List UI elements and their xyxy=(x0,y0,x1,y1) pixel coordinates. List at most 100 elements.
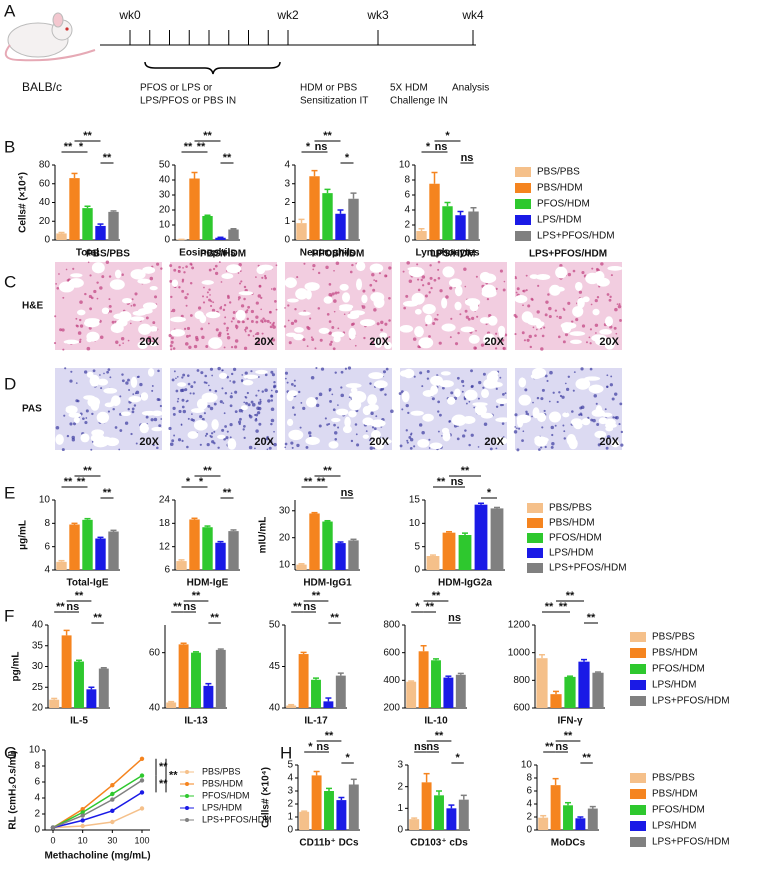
cell xyxy=(556,400,559,404)
cell xyxy=(211,374,214,377)
cell xyxy=(567,301,571,305)
y-tick-label: 40 xyxy=(39,197,51,208)
cell xyxy=(355,433,358,436)
bar xyxy=(324,791,334,830)
alveolus xyxy=(441,297,448,309)
cell xyxy=(250,320,254,323)
cell xyxy=(255,315,259,319)
cell xyxy=(388,336,391,339)
histology-image xyxy=(55,367,164,452)
cell xyxy=(267,399,271,403)
cell xyxy=(59,328,63,332)
cell xyxy=(91,412,94,416)
bar xyxy=(166,702,177,708)
cell xyxy=(543,326,546,329)
cell xyxy=(308,431,312,435)
legend-swatch xyxy=(630,805,646,815)
panel-letter: B xyxy=(4,137,15,156)
y-tick-label: 30 xyxy=(159,190,171,201)
cell xyxy=(207,404,211,408)
alveolus xyxy=(238,291,254,296)
legend-swatch xyxy=(527,518,543,528)
alveolus xyxy=(439,380,454,388)
cell xyxy=(470,369,473,373)
cell xyxy=(77,331,82,335)
sig-label: ** xyxy=(312,590,321,602)
sig-label: ** xyxy=(75,590,84,602)
cell xyxy=(541,426,544,429)
cell xyxy=(522,430,525,433)
alveolus xyxy=(318,327,330,334)
cell xyxy=(554,309,558,312)
cell xyxy=(211,308,216,313)
cell xyxy=(108,298,111,301)
cell xyxy=(554,424,557,427)
cell xyxy=(85,409,89,413)
cell xyxy=(223,346,226,349)
cell xyxy=(552,391,555,394)
cell xyxy=(563,437,566,440)
cell xyxy=(524,388,528,392)
sig-label: ns xyxy=(461,152,474,164)
cell xyxy=(243,285,247,289)
histology-image xyxy=(168,261,278,351)
cell xyxy=(514,426,517,428)
cell xyxy=(226,336,231,340)
cell xyxy=(516,448,520,452)
cell xyxy=(176,400,179,403)
cell xyxy=(221,369,224,372)
alveolus xyxy=(374,437,384,446)
cell xyxy=(127,339,130,342)
cell xyxy=(525,410,528,414)
y-tick-label: 10 xyxy=(279,559,291,570)
cell xyxy=(145,316,149,320)
x-axis-label: Lymphocytes xyxy=(415,248,480,259)
cell xyxy=(152,321,156,325)
cell xyxy=(331,292,335,296)
cell xyxy=(266,448,269,451)
cell xyxy=(240,304,245,308)
cell xyxy=(208,388,212,392)
cell xyxy=(243,297,246,301)
bar xyxy=(191,652,201,708)
line xyxy=(52,791,143,829)
bar xyxy=(336,800,347,830)
sig-label: ** xyxy=(323,465,332,477)
bar xyxy=(311,775,322,830)
cell xyxy=(495,387,498,390)
sig-label: ** xyxy=(559,601,568,613)
cell xyxy=(606,385,609,389)
cell xyxy=(592,418,596,423)
cell xyxy=(464,285,467,288)
y-tick-label: 6 xyxy=(34,777,40,788)
sig-label: ** xyxy=(173,601,182,613)
bar xyxy=(95,538,106,570)
cell xyxy=(441,435,443,437)
alveolus xyxy=(575,281,583,291)
alveolus xyxy=(422,389,435,397)
cell xyxy=(613,326,617,330)
cell xyxy=(185,400,188,403)
cell xyxy=(343,313,346,316)
cell xyxy=(318,424,322,428)
cell xyxy=(173,370,176,373)
cell xyxy=(149,276,154,281)
x-axis-label: IL-17 xyxy=(304,716,328,727)
cell xyxy=(405,403,409,408)
legend-label: PBS/HDM xyxy=(537,183,583,194)
bar xyxy=(74,661,84,708)
cell xyxy=(157,369,160,373)
y-tick-label: 80 xyxy=(39,160,51,171)
alveolus xyxy=(120,411,131,417)
bar xyxy=(323,701,334,708)
cell xyxy=(186,445,189,449)
cell xyxy=(350,439,354,443)
cell xyxy=(516,287,520,291)
cell xyxy=(439,413,442,417)
alveolus xyxy=(142,302,158,310)
y-tick-label: 400 xyxy=(383,675,400,686)
cell xyxy=(558,335,561,339)
cell xyxy=(499,376,502,379)
cell xyxy=(259,400,262,403)
alveolus xyxy=(592,308,600,316)
